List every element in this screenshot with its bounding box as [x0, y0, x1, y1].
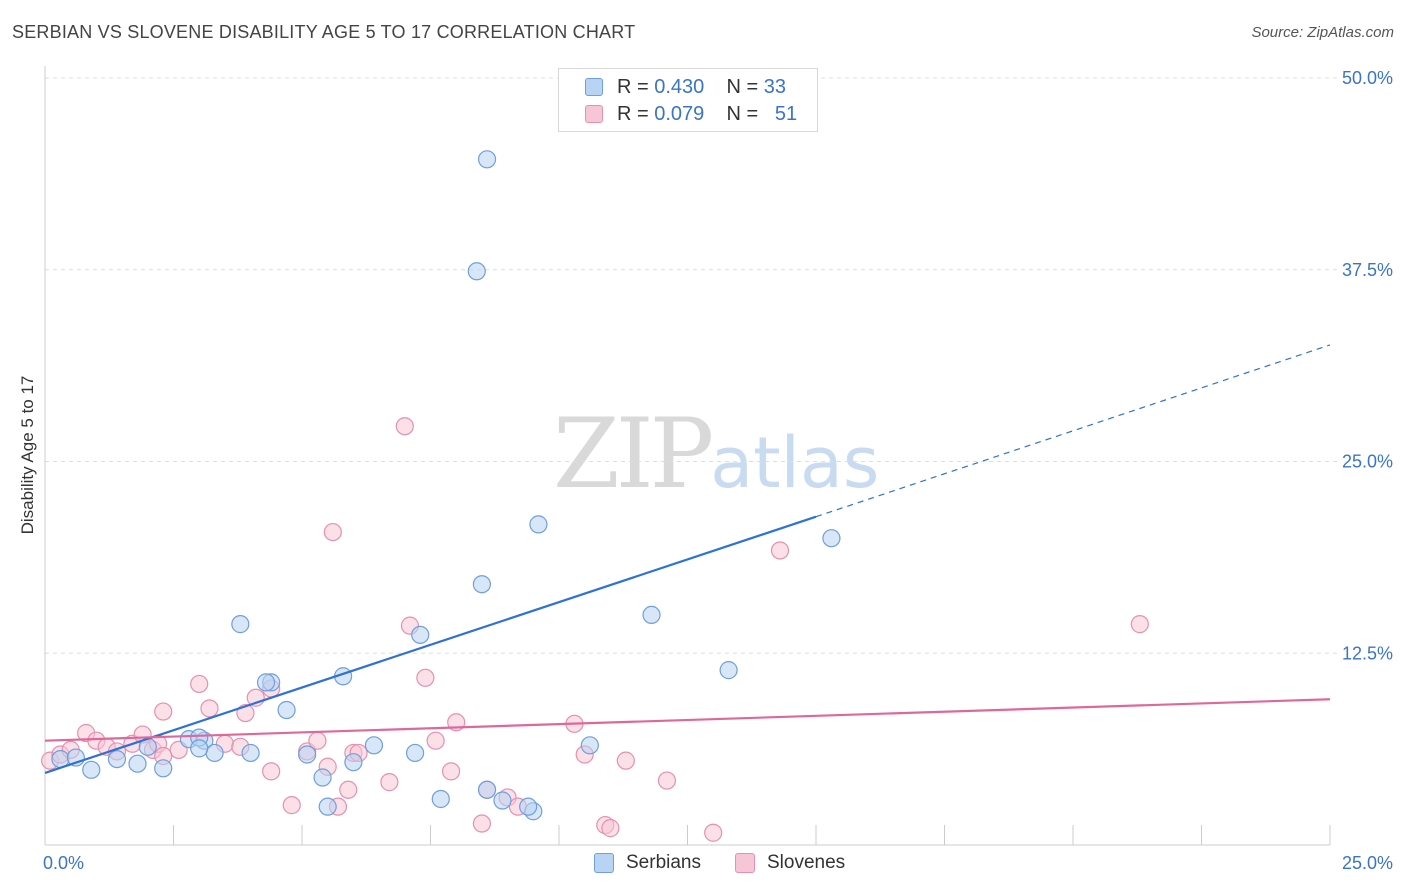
- slovene-point: [339, 780, 358, 799]
- legend-swatch-serbians: [585, 78, 603, 96]
- serbian-point: [231, 615, 250, 634]
- legend-row-slovenes: R = 0.079 N = 51: [585, 102, 797, 126]
- slovene-point: [601, 819, 620, 838]
- legend-n-label: N =: [726, 102, 759, 125]
- legend: R = 0.430 N = 33 R = 0.079 N = 51: [558, 68, 818, 132]
- serbian-point: [431, 789, 450, 809]
- slovene-point: [154, 702, 173, 721]
- slovenes-trend-line: [44, 698, 1331, 742]
- source-label: Source: ZipAtlas.com: [1251, 24, 1394, 41]
- x-tick-label: 0.0%: [43, 853, 84, 873]
- serbian-point: [519, 797, 538, 816]
- slovene-point: [323, 522, 342, 542]
- serbian-point: [477, 780, 497, 799]
- serbians-trend-extension: [815, 344, 1331, 518]
- x-tick-label: 25.0%: [1342, 853, 1393, 873]
- legend-r-value: 0.079: [654, 102, 705, 125]
- bottom-legend-label-slovenes: Slovenes: [767, 852, 846, 873]
- bottom-legend-swatch-slovenes: [735, 853, 755, 873]
- bottom-legend-slovenes: Slovenes: [735, 852, 845, 874]
- serbians-trend-line: [44, 515, 817, 774]
- serbian-point: [298, 745, 317, 764]
- watermark-zip: ZIP: [553, 398, 714, 510]
- slovene-point: [200, 699, 219, 718]
- serbian-point: [190, 739, 209, 758]
- slovene-point: [472, 814, 491, 833]
- serbian-point: [107, 749, 127, 769]
- y-tick-label: 50.0%: [1342, 68, 1393, 88]
- serbian-point: [411, 625, 430, 644]
- slovene-point: [1130, 615, 1149, 634]
- serbian-point: [719, 661, 738, 680]
- slovene-point: [704, 823, 723, 842]
- bottom-legend-serbians: Serbians: [594, 852, 701, 874]
- slovene-point: [190, 674, 209, 694]
- serbian-point: [205, 743, 224, 763]
- serbian-point: [472, 575, 491, 594]
- serbian-point: [313, 768, 332, 787]
- serbian-point: [477, 150, 497, 169]
- slovene-point: [441, 762, 461, 781]
- legend-n-value: 51: [774, 102, 798, 125]
- bottom-legend: Serbians Slovenes: [0, 852, 1406, 876]
- serbian-point: [529, 515, 548, 534]
- legend-n-value: 33: [763, 75, 787, 98]
- serbian-point: [822, 529, 841, 548]
- slovene-point: [262, 762, 281, 781]
- serbian-point: [277, 700, 296, 720]
- serbian-point: [405, 743, 425, 763]
- serbian-point: [154, 759, 173, 778]
- slovene-point: [395, 417, 414, 436]
- slovene-point: [657, 771, 677, 790]
- bottom-legend-swatch-serbians: [594, 853, 614, 873]
- serbian-point: [467, 262, 486, 281]
- serbian-point: [364, 736, 384, 755]
- serbian-point: [82, 760, 101, 779]
- serbian-point: [241, 743, 260, 763]
- serbian-point: [642, 605, 661, 625]
- serbian-point: [344, 753, 363, 772]
- slovene-point: [282, 796, 301, 815]
- bottom-legend-label-serbians: Serbians: [626, 852, 701, 873]
- slovene-point: [380, 773, 399, 792]
- watermark-atlas: atlas: [710, 422, 880, 504]
- slovene-point: [770, 541, 790, 560]
- y-tick-label: 25.0%: [1342, 452, 1393, 472]
- legend-swatch-slovenes: [585, 105, 603, 123]
- serbian-point: [580, 736, 599, 755]
- legend-n-label: N =: [726, 75, 759, 98]
- legend-r-label: R =: [617, 102, 649, 125]
- y-tick-label: 37.5%: [1342, 260, 1393, 280]
- serbian-point: [256, 673, 276, 692]
- watermark: ZIPatlas: [553, 398, 879, 510]
- serbian-point: [493, 791, 512, 810]
- y-tick-label: 12.5%: [1342, 643, 1393, 663]
- chart-title: SERBIAN VS SLOVENE DISABILITY AGE 5 TO 1…: [12, 22, 636, 42]
- legend-r-value: 0.430: [654, 75, 705, 98]
- legend-r-label: R =: [617, 75, 649, 98]
- legend-row-serbians: R = 0.430 N = 33: [585, 75, 786, 99]
- slovene-point: [616, 751, 635, 770]
- slovene-point: [426, 731, 445, 750]
- serbian-point: [128, 754, 147, 773]
- serbian-point: [318, 797, 337, 816]
- slovene-point: [416, 668, 435, 687]
